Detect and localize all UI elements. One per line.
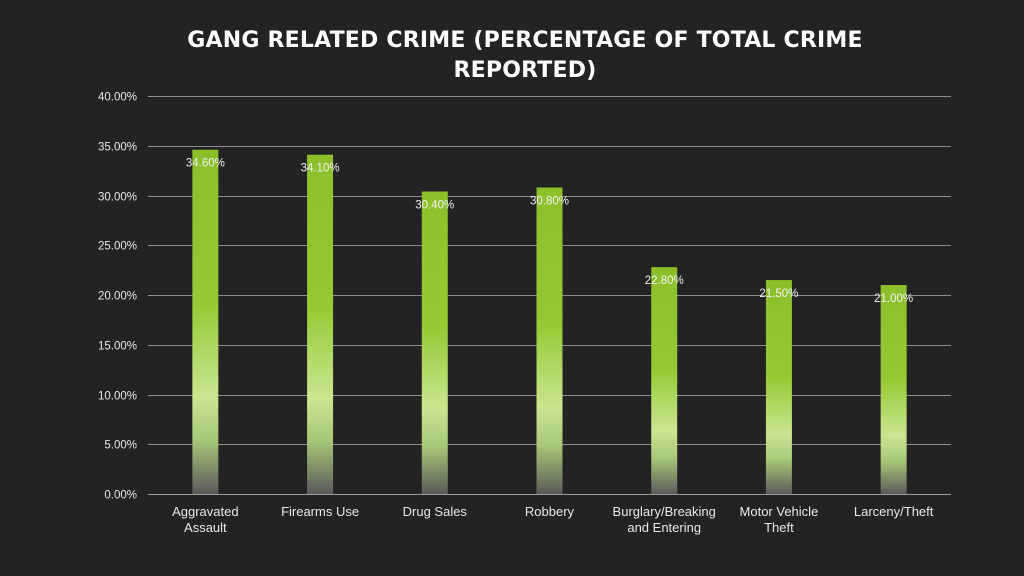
y-tick-label: 30.00% [98,192,137,204]
bar [651,267,678,494]
data-label: 34.10% [301,163,340,175]
x-tick-label: Drug Sales [403,504,468,519]
x-tick-label: Larceny/Theft [854,504,934,519]
x-tick-label: Burglary/Breaking [613,504,716,519]
y-tick-label: 5.00% [104,440,137,452]
x-tick-label: Assault [184,520,227,535]
data-label: 21.50% [759,288,798,300]
y-tick-label: 20.00% [98,291,137,303]
data-labels: 34.60% 34.10% 30.40% 30.80% 22.80% 21.50% 21.0… [186,158,913,305]
x-tick-label: Firearms Use [281,504,359,519]
data-label: 30.80% [530,196,569,208]
bar [307,154,334,494]
bar [536,187,563,495]
x-tick-label: Theft [764,520,794,535]
chart-title: GANG RELATED CRIME (PERCENTAGE OF TOTAL … [187,28,863,83]
data-label: 34.60% [186,158,225,170]
y-tick-label: 25.00% [98,241,137,253]
bar [765,280,792,494]
x-tick-label: Motor Vehicle [740,504,819,519]
data-label: 30.40% [415,200,454,212]
data-label: 21.00% [874,293,913,305]
y-tick-label: 35.00% [98,142,137,154]
bar [192,149,219,495]
y-tick-label: 15.00% [98,341,137,353]
y-axis-ticks: 0.00% 5.00% 10.00% 15.00% 20.00% 25.00% 30.00%… [98,92,137,502]
data-label: 22.80% [645,275,684,287]
bars [192,149,907,495]
x-tick-label: Robbery [525,504,575,519]
x-tick-label: and Entering [627,520,701,535]
y-tick-label: 40.00% [98,92,137,104]
x-tick-label: Aggravated [172,504,239,519]
bar [421,191,448,494]
y-tick-label: 0.00% [104,490,137,502]
y-tick-label: 10.00% [98,391,137,403]
bar [880,285,907,494]
